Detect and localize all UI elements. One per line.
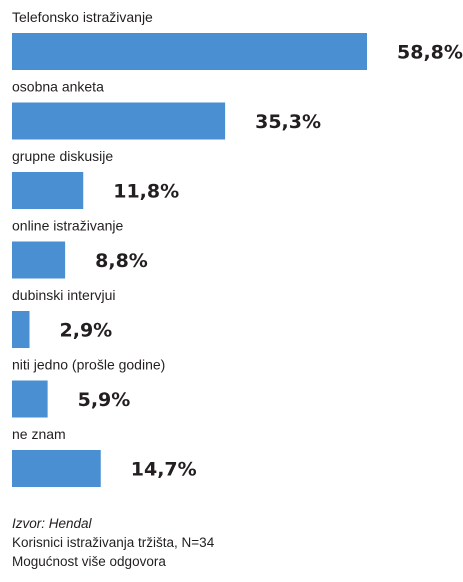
category-label: osobna anketa [12,79,104,95]
value-label: 58,8% [397,42,463,64]
category-label: ne znam [12,426,66,442]
value-label: 11,8% [113,181,179,203]
source-note: Izvor: Hendal [12,516,92,531]
category-label: dubinski intervjui [12,287,116,303]
bar [12,450,101,487]
value-label: 2,9% [60,320,113,342]
bar [12,380,48,418]
bar [12,241,66,279]
bar [12,102,226,140]
category-label: online istraživanje [12,218,123,234]
category-label: grupne diskusije [12,148,113,164]
bar [12,33,367,70]
value-label: 14,7% [131,459,197,481]
bar-chart: Telefonsko istraživanje 58,8% osobna anket… [12,9,463,487]
sample-note: Korisnici istraživanja tržišta, N=34 [12,535,215,550]
value-label: 8,8% [95,250,148,272]
bar [12,311,30,348]
multiple-answers-note: Mogućnost više odgovora [12,554,166,569]
value-label: 5,9% [78,389,131,411]
chart-footer: Izvor: Hendal Korisnici istraživanja trž… [12,514,214,571]
category-label: Telefonsko istraživanje [12,9,153,25]
value-label: 35,3% [255,111,321,133]
bar [12,172,84,209]
category-label: niti jedno (prošle godine) [12,357,165,373]
